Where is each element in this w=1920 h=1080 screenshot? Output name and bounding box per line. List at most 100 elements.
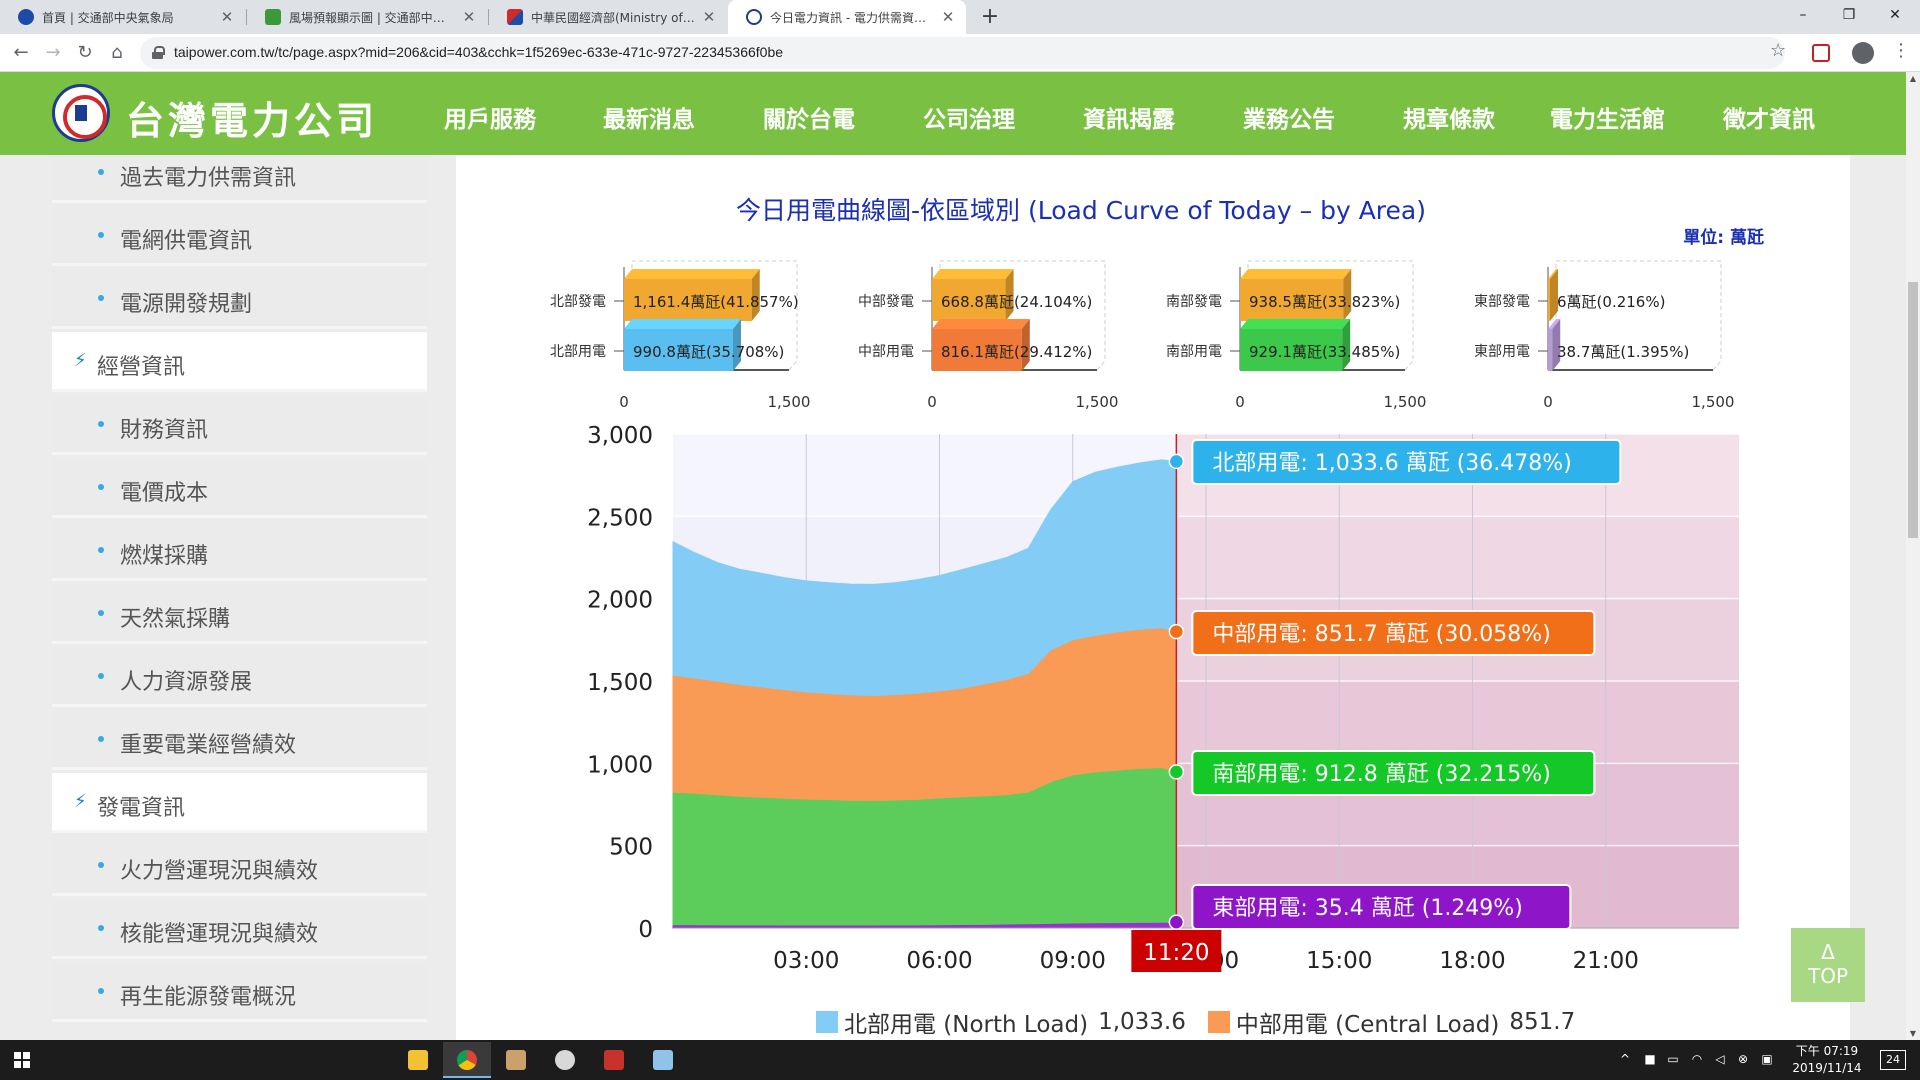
extension-icon[interactable] bbox=[1812, 44, 1830, 62]
bar-tick-label: 1,500 bbox=[1692, 393, 1735, 411]
bar-category-label: 東部發電 bbox=[1474, 294, 1530, 310]
file-explorer-taskbar-icon[interactable] bbox=[394, 1042, 442, 1078]
y-tick-label: 2,000 bbox=[587, 588, 653, 614]
app-taskbar-icon[interactable] bbox=[541, 1042, 589, 1078]
notification-center-icon[interactable]: 24 bbox=[1880, 1050, 1906, 1070]
bullet-icon bbox=[98, 547, 104, 553]
bar-front bbox=[624, 329, 733, 371]
bar-top bbox=[624, 269, 760, 279]
bar-top bbox=[624, 319, 741, 329]
tray-keyboard-icon[interactable]: ▣ bbox=[1761, 1052, 1773, 1066]
account-icon[interactable] bbox=[1852, 42, 1874, 64]
bullet-icon bbox=[98, 232, 104, 238]
bar-data-label: 990.8萬瓩(35.708%) bbox=[633, 343, 784, 361]
browser-tab-moea[interactable]: 中華民國經濟部(Ministry of Economic Affairs) ✕ bbox=[489, 0, 727, 34]
chrome-taskbar-icon[interactable] bbox=[443, 1042, 491, 1078]
site-logo-text[interactable]: 台灣電力公司 bbox=[126, 98, 379, 143]
legend-value-central: 851.7 bbox=[1509, 1009, 1576, 1035]
series-tooltip-label: 北部用電: 1,033.6 萬瓩 (36.478%) bbox=[1212, 451, 1571, 476]
page-scrollbar[interactable]: ▲ ▼ bbox=[1906, 72, 1920, 1040]
sidebar-item[interactable]: 電價成本 bbox=[52, 458, 427, 518]
bullet-icon bbox=[98, 736, 104, 742]
paint-taskbar-icon[interactable] bbox=[492, 1042, 540, 1078]
tray-battery-icon[interactable]: ▭ bbox=[1667, 1052, 1679, 1066]
main-content: 今日用電曲線圖-依區域別 (Load Curve of Today – by A… bbox=[456, 155, 1850, 1040]
bookmark-star-icon[interactable]: ☆ bbox=[1770, 40, 1787, 61]
sidebar-item[interactable]: 財務資訊 bbox=[52, 395, 427, 455]
home-icon[interactable]: ⌂ bbox=[111, 42, 123, 63]
nav-careers[interactable]: 徵才資訊 bbox=[1723, 107, 1815, 133]
wind-favicon-icon bbox=[265, 9, 281, 25]
sidebar-item[interactable]: 重要電業經營績效 bbox=[52, 710, 427, 770]
sidebar-item[interactable]: 電源開發規劃 bbox=[52, 269, 427, 329]
menu-dots-icon[interactable]: ⋮ bbox=[1892, 40, 1910, 61]
browser-tab-taipower[interactable]: 今日電力資訊 - 電力供需資訊 - 台灣電力公司 ✕ bbox=[728, 0, 966, 34]
bar-side bbox=[1343, 269, 1352, 321]
reload-icon[interactable]: ↻ bbox=[77, 42, 93, 63]
bar-panel-0: 北部發電 1,161.4萬瓩(41.857%) 北部用電 990.8萬瓩(35.708… bbox=[550, 260, 810, 411]
close-tab-icon[interactable]: ✕ bbox=[220, 8, 234, 26]
nav-power-life[interactable]: 電力生活館 bbox=[1550, 107, 1665, 133]
tray-wifi-icon[interactable]: ◠ bbox=[1691, 1052, 1703, 1066]
taipower-logo-icon[interactable] bbox=[52, 84, 110, 142]
nav-about[interactable]: 關於台電 bbox=[763, 107, 855, 133]
nav-announcements[interactable]: 業務公告 bbox=[1243, 107, 1335, 133]
close-tab-icon[interactable]: ✕ bbox=[941, 8, 955, 26]
close-window-button[interactable]: ✕ bbox=[1889, 7, 1901, 23]
sidebar-item[interactable]: 再生能源發電概況 bbox=[52, 962, 427, 1022]
forward-arrow-icon[interactable]: → bbox=[45, 42, 61, 63]
bar-front bbox=[932, 329, 1022, 371]
browser-tab-bar: 首頁 | 交通部中央氣象局 ✕ 風場預報顯示圖 | 交通部中央氣象局 ✕ 中華民… bbox=[0, 0, 1920, 34]
sidebar-item[interactable]: 過去電力供需資訊 bbox=[52, 155, 427, 203]
bar-side bbox=[1021, 319, 1030, 371]
nav-user-services[interactable]: 用戶服務 bbox=[444, 107, 536, 133]
close-tab-icon[interactable]: ✕ bbox=[462, 8, 476, 26]
clock-date: 2019/11/14 bbox=[1792, 1061, 1862, 1075]
bar-data-label: 38.7萬瓩(1.395%) bbox=[1557, 343, 1689, 361]
tray-chevron-icon[interactable]: ^ bbox=[1619, 1052, 1631, 1066]
scroll-up-icon[interactable]: ▲ bbox=[1909, 74, 1917, 83]
bullet-icon bbox=[98, 862, 104, 868]
back-to-top-button[interactable]: Δ TOP bbox=[1791, 928, 1865, 1002]
sidebar-category[interactable]: ⚡ 經營資訊 bbox=[52, 332, 427, 392]
sidebar-item[interactable]: 人力資源發展 bbox=[52, 647, 427, 707]
y-tick-label: 500 bbox=[609, 835, 653, 861]
close-tab-icon[interactable]: ✕ bbox=[702, 8, 716, 26]
sketchup-taskbar-icon[interactable] bbox=[590, 1042, 638, 1078]
tray-shield-icon[interactable]: ■ bbox=[1644, 1052, 1656, 1066]
sidebar-item[interactable]: 核能營運現況與績效 bbox=[52, 899, 427, 959]
nav-disclosure[interactable]: 資訊揭露 bbox=[1083, 107, 1175, 133]
bar-category-label: 南部用電 bbox=[1166, 344, 1222, 360]
tray-volume-icon[interactable]: ◁ bbox=[1715, 1052, 1725, 1066]
scroll-down-icon[interactable]: ▼ bbox=[1909, 1029, 1917, 1038]
maximize-button[interactable]: ❐ bbox=[1842, 7, 1856, 23]
browser-tab-cwb-home[interactable]: 首頁 | 交通部中央氣象局 ✕ bbox=[0, 0, 245, 34]
new-tab-button[interactable]: + bbox=[980, 4, 1000, 29]
time-cursor-box bbox=[1131, 930, 1222, 972]
nav-regulations[interactable]: 規章條款 bbox=[1403, 107, 1495, 133]
sidebar-item[interactable]: 燃煤採購 bbox=[52, 521, 427, 581]
sidebar-item[interactable]: 天然氣採購 bbox=[52, 584, 427, 644]
notepad-taskbar-icon[interactable] bbox=[639, 1042, 687, 1078]
tab-title: 風場預報顯示圖 | 交通部中央氣象局 bbox=[289, 10, 455, 25]
x-tick-label: 06:00 bbox=[906, 948, 972, 974]
minimize-button[interactable]: – bbox=[1799, 7, 1807, 23]
chart-legend: 北部用電 (North Load) 1,033.6 中部用電 (Central … bbox=[816, 1005, 1597, 1039]
taskbar-clock[interactable]: 下午 07:19 2019/11/14 bbox=[1792, 1043, 1862, 1077]
browser-tab-wind-forecast[interactable]: 風場預報顯示圖 | 交通部中央氣象局 ✕ bbox=[247, 0, 487, 34]
legend-name-central[interactable]: 中部用電 (Central Load) bbox=[1235, 1012, 1500, 1038]
address-bar[interactable]: taipower.com.tw/tc/page.aspx?mid=206&cid… bbox=[140, 37, 1785, 69]
scrollbar-thumb[interactable] bbox=[1908, 282, 1918, 538]
legend-swatch-north bbox=[816, 1011, 838, 1033]
legend-name-north[interactable]: 北部用電 (North Load) bbox=[844, 1012, 1089, 1038]
nav-latest-news[interactable]: 最新消息 bbox=[603, 107, 695, 133]
sidebar-item[interactable]: 火力營運現況與績效 bbox=[52, 836, 427, 896]
series-tooltip-box bbox=[1191, 610, 1596, 656]
x-tick-label: 03:00 bbox=[773, 948, 839, 974]
windows-start-icon[interactable] bbox=[14, 1052, 30, 1068]
nav-governance[interactable]: 公司治理 bbox=[923, 107, 1015, 133]
sidebar-item[interactable]: 電網供電資訊 bbox=[52, 206, 427, 266]
back-arrow-icon[interactable]: ← bbox=[13, 42, 29, 63]
sidebar-category[interactable]: ⚡ 發電資訊 bbox=[52, 773, 427, 833]
tray-close-icon[interactable]: ⊗ bbox=[1737, 1052, 1749, 1066]
